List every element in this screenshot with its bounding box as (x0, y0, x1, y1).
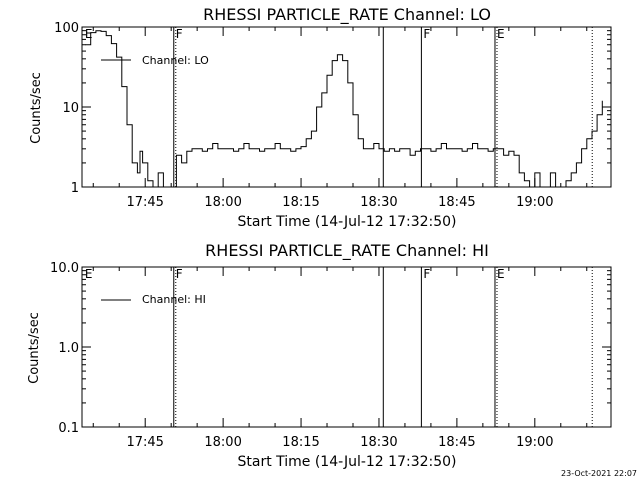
x-tick-label: 19:00 (516, 195, 553, 210)
x-tick-label: 18:15 (282, 195, 319, 210)
event-label: E (497, 267, 505, 281)
x-tick-label: 17:45 (126, 195, 163, 210)
y-tick-label: 100 (54, 21, 79, 36)
y-tick-label: 1 (71, 181, 79, 196)
x-tick-label: 18:30 (360, 195, 397, 210)
x-tick-label: 19:00 (516, 435, 553, 450)
y-tick-label: 10 (62, 101, 79, 116)
hi-y-axis-label: Counts/sec (27, 312, 42, 384)
lo-x-axis-label: Start Time (14-Jul-12 17:32:50) (237, 214, 456, 230)
hi-x-axis-label: Start Time (14-Jul-12 17:32:50) (237, 454, 456, 470)
y-tick-label: 10.0 (50, 261, 79, 276)
series-line-channel-lo (85, 30, 603, 188)
hi-chart-title: RHESSI PARTICLE_RATE Channel: HI (205, 241, 489, 261)
x-tick-label: 18:45 (438, 435, 475, 450)
event-label: F (176, 27, 183, 41)
event-label: E (85, 27, 93, 41)
x-tick-label: 18:00 (204, 435, 241, 450)
event-label: F (423, 267, 430, 281)
y-tick-label: 1.0 (58, 341, 79, 356)
event-label: E (85, 267, 93, 281)
generation-timestamp: 23-Oct-2021 22:07 (561, 469, 637, 478)
x-tick-label: 18:00 (204, 195, 241, 210)
lo-chart-title: RHESSI PARTICLE_RATE Channel: LO (203, 5, 491, 25)
x-tick-label: 17:45 (126, 435, 163, 450)
lo-channel-panel: RHESSI PARTICLE_RATE Channel: LO Counts/… (29, 5, 612, 230)
event-label: F (176, 267, 183, 281)
lo-y-axis-label: Counts/sec (29, 72, 44, 144)
hi-channel-panel: RHESSI PARTICLE_RATE Channel: HI Counts/… (27, 241, 612, 470)
x-tick-label: 18:30 (360, 435, 397, 450)
y-tick-label: 0.1 (58, 421, 79, 436)
event-label: F (423, 27, 430, 41)
x-tick-label: 18:15 (282, 435, 319, 450)
event-label: E (497, 27, 505, 41)
x-tick-label: 18:45 (438, 195, 475, 210)
